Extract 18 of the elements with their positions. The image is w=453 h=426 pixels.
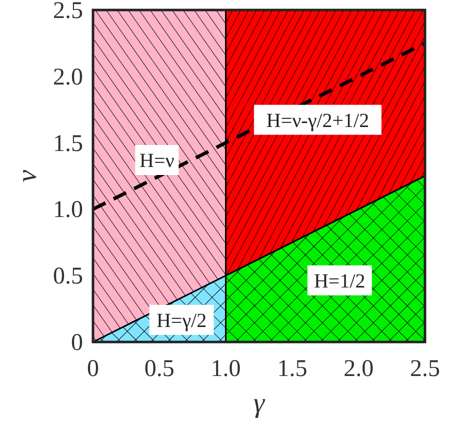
series-label: H=γ/2 (156, 310, 207, 332)
x-tick-label: 0 (87, 356, 99, 382)
x-tick-label: 0.5 (144, 356, 174, 382)
text: 1.0 (53, 197, 83, 224)
series-label: H=ν-γ/2+1/2 (266, 110, 370, 132)
x-tick-label: 2.5 (410, 356, 440, 382)
y-tick-label: 2.5 (53, 0, 83, 24)
y-tick-label: 1.5 (53, 130, 83, 157)
x-tick-label: 1.5 (277, 356, 308, 382)
series-label: H=1/2 (314, 270, 366, 292)
series-label: H=ν (140, 150, 174, 172)
x-axis-title: γ (253, 388, 266, 419)
y-axis-title: ν (12, 169, 43, 182)
y-tick-label: 0 (71, 330, 83, 356)
y-tick-label: 0.5 (53, 264, 83, 290)
text: 2.0 (53, 64, 83, 90)
text: 1.0 (210, 356, 241, 382)
text: 2.0 (344, 356, 374, 382)
